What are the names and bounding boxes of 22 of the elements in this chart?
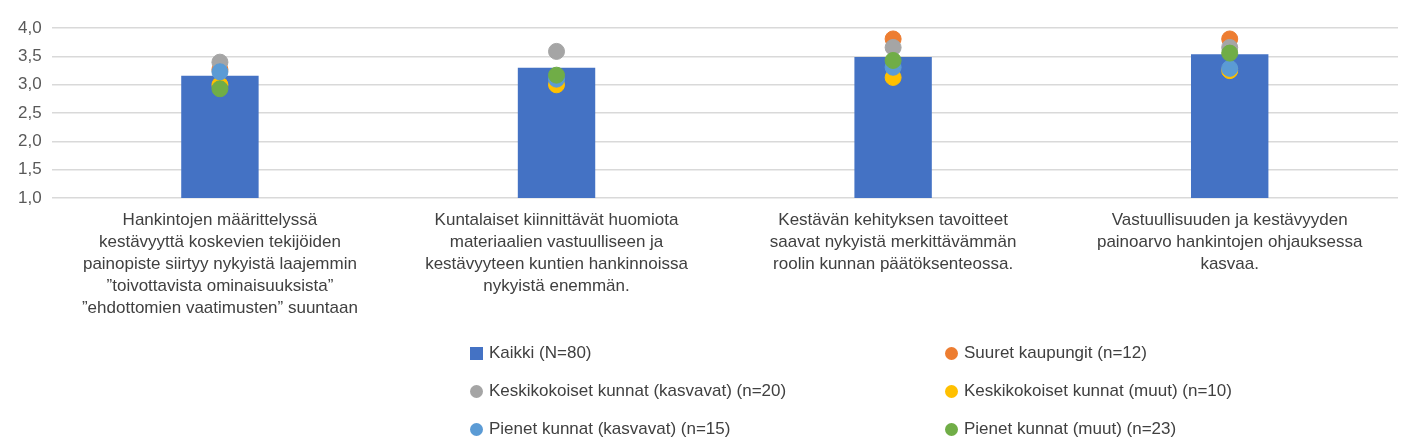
point bbox=[1221, 44, 1239, 62]
point bbox=[211, 80, 229, 98]
y-tick-label: 3,5 bbox=[17, 46, 42, 66]
y-tick-label: 2,5 bbox=[17, 102, 42, 122]
x-tick-label: Kuntalaiset kiinnittävät huomiota materiaalien vastuulliseen ja kestävyyteen kuntien hankinnoissa nykyistä enemmän. bbox=[425, 209, 689, 296]
y-tick-label: 1,5 bbox=[17, 159, 42, 179]
legend-label: Suuret kaupungit (n=12) bbox=[964, 343, 1147, 363]
legend-label: Keskikokoiset kunnat (kasvavat) (n=20) bbox=[489, 381, 787, 401]
y-tick-label: 3,0 bbox=[17, 74, 42, 94]
x-tick-label: Hankintojen määrittelyssä kestävyyttä koskevien tekijöiden painopiste siirtyy nykyistä laajemmin ”toivottavista ominaisuuksista” ”ehdottomien vaatimusten” suuntaan bbox=[81, 209, 358, 318]
legend-label: Kaikki (N=80) bbox=[489, 343, 592, 363]
x-tick-label: Vastuullisuuden ja kestävyyden painoarvo hankintojen ohjauksessa kasvaa. bbox=[1096, 209, 1364, 273]
legend-label: Pienet kunnat (kasvavat) (n=15) bbox=[489, 419, 731, 438]
y-tick-label: 1,0 bbox=[17, 187, 42, 207]
legend-label: Keskikokoiset kunnat (muut) (n=10) bbox=[964, 381, 1232, 401]
point bbox=[884, 51, 902, 69]
y-tick-label: 2,0 bbox=[17, 131, 42, 151]
y-tick-label: 4,0 bbox=[17, 17, 42, 37]
legend-label: Pienet kunnat (muut) (n=23) bbox=[964, 419, 1177, 438]
point bbox=[548, 66, 566, 84]
x-tick-label: Kestävän kehityksen tavoitteet saavat nykyistä merkittävämmän roolin kunnan päätöksenteossa. bbox=[769, 209, 1017, 273]
point bbox=[548, 42, 566, 60]
